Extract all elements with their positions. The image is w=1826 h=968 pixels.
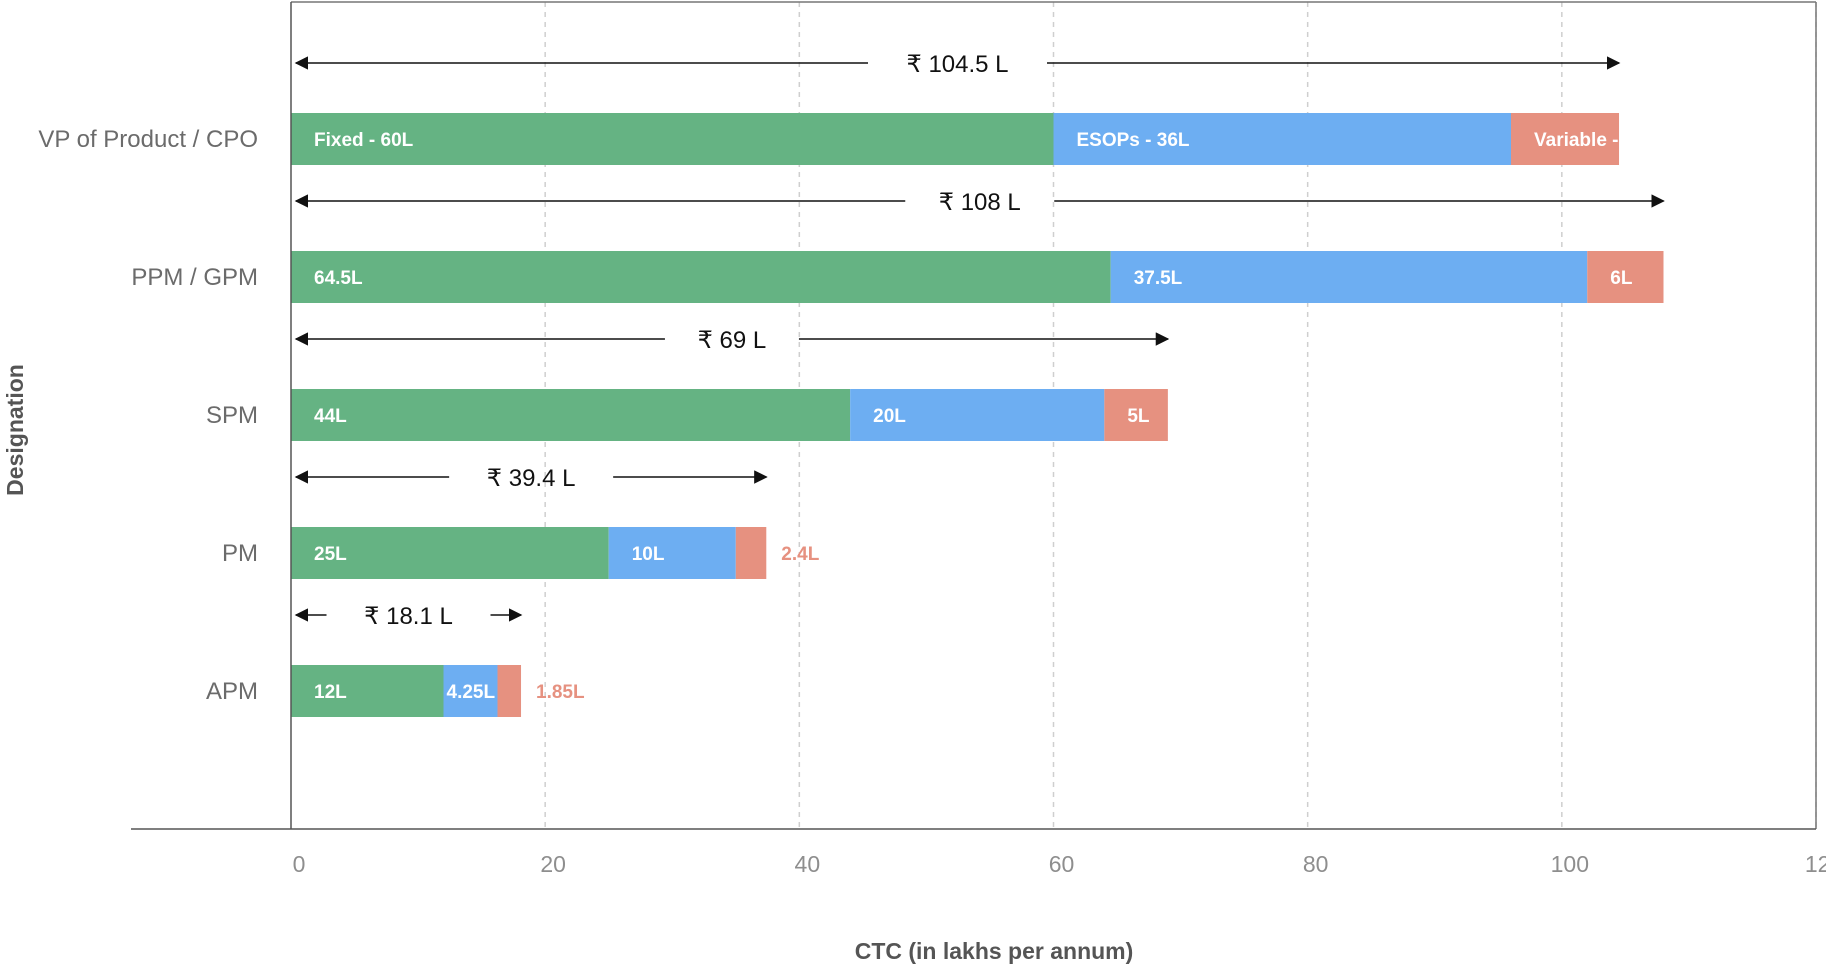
bar-segment-esops [608,527,736,579]
bar-segment-esops [443,665,498,717]
x-tick-label: 80 [1303,851,1329,877]
data-label: Variable - 8.5L [1534,130,1662,151]
bar-segment-fixed [291,251,1111,303]
x-tick-label: 20 [540,851,566,877]
x-tick-label: 40 [795,851,821,877]
data-label: 6L [1610,268,1633,289]
data-label: 44L [314,406,347,427]
total-label: ₹ 18.1 L [364,603,453,630]
total-label: ₹ 104.5 L [907,51,1009,78]
bar-segment-variable [1587,251,1664,303]
x-tick-label: 0 [293,851,306,877]
data-label: ESOPs - 36L [1077,130,1190,151]
data-label: 1.85L [536,682,585,703]
data-label: 25L [314,544,347,565]
y-category-label: PPM / GPM [131,264,258,291]
x-tick-label: 120 [1805,851,1826,877]
bar-segment-esops [1110,251,1588,303]
y-category-label: SPM [206,402,258,429]
data-label: 4.25L [447,682,496,703]
bar-segment-fixed [291,665,444,717]
data-label: 12L [314,682,347,703]
x-axis-title: CTC (in lakhs per annum) [855,938,1134,964]
bar-segment-variable [497,665,522,717]
bar-segment-variable [735,527,767,579]
data-label: 64.5L [314,268,363,289]
bar-segment-fixed [291,527,609,579]
x-tick-label: 100 [1551,851,1589,877]
total-label: ₹ 69 L [698,327,767,354]
data-label: 37.5L [1134,268,1183,289]
bar-segment-fixed [291,389,851,441]
bar-segment-esops [850,389,1105,441]
y-category-label: PM [222,540,258,567]
bar-segment-fixed [291,113,1054,165]
total-label: ₹ 108 L [939,189,1021,216]
y-axis-title: Designation [2,364,28,496]
bar-segment-variable [1511,113,1620,165]
y-category-label: VP of Product / CPO [38,126,258,153]
bar-segment-variable [1104,389,1168,441]
data-label: 5L [1127,406,1150,427]
bar-segment-esops [1053,113,1511,165]
total-label: ₹ 39.4 L [487,465,576,492]
data-label: 10L [632,544,665,565]
data-label: 2.4L [781,544,819,565]
y-category-label: APM [206,678,258,705]
x-tick-label: 60 [1049,851,1075,877]
data-label: Fixed - 60L [314,130,414,151]
data-label: 20L [873,406,906,427]
